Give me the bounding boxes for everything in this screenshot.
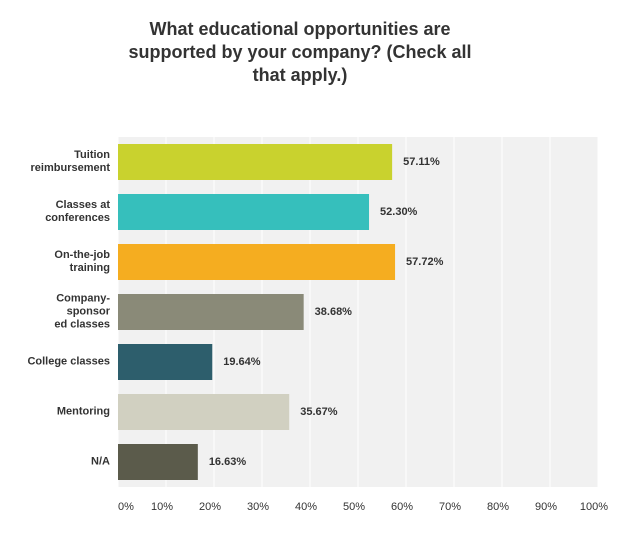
category-label: On-the-job training: [54, 249, 110, 274]
category-label: Tuition reimbursement: [30, 149, 110, 174]
value-label: 38.68%: [315, 306, 353, 318]
bar: [118, 194, 370, 230]
x-tick-label: 20%: [199, 501, 221, 513]
value-label: 16.63%: [209, 456, 247, 468]
x-tick-label: 90%: [535, 501, 557, 513]
x-tick-label: 60%: [391, 501, 413, 513]
value-label: 57.11%: [403, 156, 440, 168]
value-label: 35.67%: [300, 406, 338, 418]
value-label: 57.72%: [406, 256, 444, 268]
category-label: Mentoring: [56, 405, 110, 418]
x-tick-label: 100%: [580, 501, 608, 513]
x-tick-label: 80%: [487, 501, 509, 513]
category-label: N/A: [91, 455, 110, 468]
bar: [118, 394, 290, 430]
bar: [118, 294, 304, 330]
bar: [118, 444, 198, 480]
category-label: Classes at conferences: [45, 199, 110, 224]
bar: [118, 144, 393, 180]
x-tick-label: 10%: [151, 501, 173, 513]
x-tick-label: 0%: [118, 501, 134, 513]
x-tick-label: 40%: [295, 501, 317, 513]
value-label: 52.30%: [380, 206, 418, 218]
x-tick-label: 50%: [343, 501, 365, 513]
bar: [118, 344, 213, 380]
x-tick-label: 70%: [439, 501, 461, 513]
chart-title: What educational opportunities are suppo…: [128, 19, 472, 85]
category-label: College classes: [27, 355, 110, 368]
value-label: 19.64%: [223, 356, 261, 368]
x-tick-label: 30%: [247, 501, 269, 513]
bar: [118, 244, 396, 280]
category-label: Company- sponsor ed classes: [54, 292, 110, 331]
